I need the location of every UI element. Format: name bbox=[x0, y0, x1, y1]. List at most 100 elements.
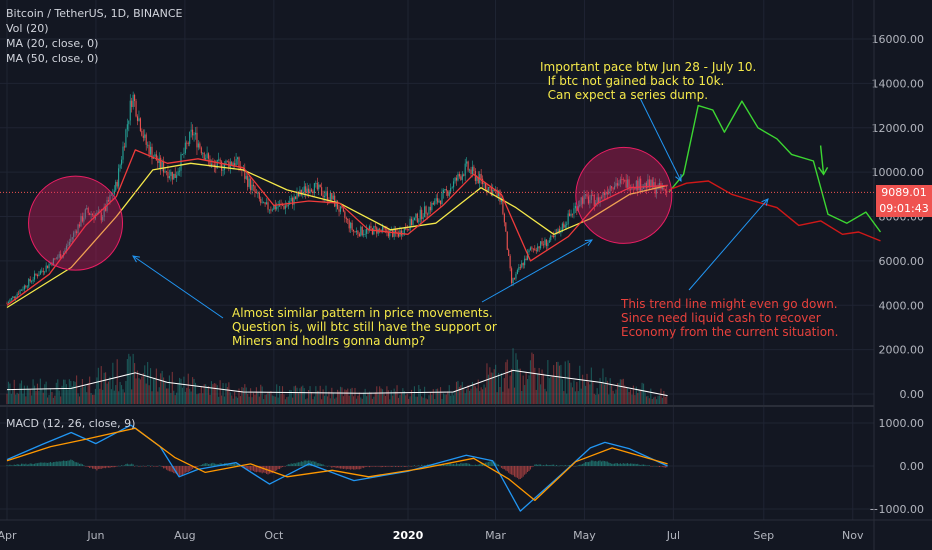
candle-body bbox=[167, 171, 169, 179]
candle-body bbox=[251, 184, 253, 191]
candle-body bbox=[102, 216, 104, 221]
volume-indicator-label[interactable]: Vol (20) bbox=[6, 22, 49, 35]
volume-bar bbox=[547, 360, 549, 404]
candle-body bbox=[316, 182, 318, 190]
volume-bar bbox=[231, 395, 233, 404]
candle-body bbox=[451, 187, 453, 189]
candle-body bbox=[15, 296, 17, 298]
candle-body bbox=[503, 213, 505, 223]
candle-body bbox=[425, 206, 427, 214]
macd-histogram-bar bbox=[42, 462, 44, 466]
volume-bar bbox=[170, 392, 172, 404]
candle-body bbox=[531, 247, 533, 249]
x-tick-label: Jul bbox=[666, 529, 680, 542]
macd-histogram-bar bbox=[155, 466, 157, 467]
price-tick-label: 4000.00 bbox=[879, 299, 925, 312]
volume-bar bbox=[409, 396, 411, 404]
volume-bar bbox=[618, 382, 620, 404]
macd-histogram-bar bbox=[9, 464, 11, 466]
macd-histogram-bar bbox=[160, 465, 162, 467]
volume-bar bbox=[637, 392, 639, 404]
candle-body bbox=[535, 250, 537, 252]
volume-bar bbox=[395, 391, 397, 404]
macd-histogram-bar bbox=[324, 465, 326, 467]
candle-body bbox=[553, 235, 555, 238]
candle-body bbox=[260, 198, 262, 203]
candle-body bbox=[357, 230, 359, 234]
ma50-indicator-label[interactable]: MA (50, close, 0) bbox=[6, 52, 99, 65]
macd-histogram-bar bbox=[585, 462, 587, 466]
candle-body bbox=[187, 143, 189, 145]
volume-bar bbox=[574, 391, 576, 404]
candle-body bbox=[160, 157, 162, 169]
candle-body bbox=[534, 248, 536, 251]
volume-bar bbox=[326, 396, 328, 404]
macd-histogram-bar bbox=[279, 466, 281, 470]
volume-bar bbox=[573, 380, 575, 404]
candle-body bbox=[605, 192, 607, 196]
volume-bar bbox=[41, 388, 43, 404]
macd-histogram-bar bbox=[627, 463, 629, 466]
macd-histogram-bar bbox=[583, 463, 585, 466]
macd-histogram-bar bbox=[289, 464, 291, 466]
volume-bar bbox=[145, 383, 147, 404]
macd-histogram-bar bbox=[647, 465, 649, 466]
volume-bar bbox=[390, 390, 392, 404]
candle-body bbox=[6, 303, 8, 304]
volume-bar bbox=[332, 392, 334, 404]
candle-body bbox=[319, 184, 321, 188]
volume-bar bbox=[86, 392, 88, 404]
macd-histogram-bar bbox=[653, 465, 655, 467]
candle-body bbox=[550, 235, 552, 241]
volume-bar bbox=[551, 376, 553, 404]
macd-histogram-bar bbox=[64, 460, 66, 466]
volume-bar bbox=[244, 384, 246, 404]
volume-bar bbox=[643, 383, 645, 404]
macd-indicator-label[interactable]: MACD (12, 26, close, 9) bbox=[6, 417, 136, 430]
annotation-important-pace[interactable]: Important pace btw Jun 28 - July 10. If … bbox=[540, 60, 757, 102]
symbol-title[interactable]: Bitcoin / TetherUS, 1D, BINANCE bbox=[6, 7, 183, 20]
macd-histogram-bar bbox=[499, 465, 501, 467]
candle-body bbox=[573, 208, 575, 214]
volume-bar bbox=[444, 394, 446, 404]
volume-bar bbox=[651, 398, 653, 404]
candle-body bbox=[52, 258, 54, 266]
macd-histogram-bar bbox=[15, 464, 17, 466]
macd-histogram-bar bbox=[293, 463, 295, 466]
volume-bar bbox=[383, 393, 385, 404]
volume-bar bbox=[638, 390, 640, 404]
macd-histogram-bar bbox=[6, 465, 8, 466]
volume-bar bbox=[221, 395, 223, 404]
candle-body bbox=[142, 135, 144, 138]
candle-body bbox=[324, 195, 326, 198]
candle-body bbox=[173, 173, 175, 180]
volume-bar bbox=[73, 381, 75, 404]
macd-histogram-bar bbox=[392, 466, 394, 467]
volume-bar bbox=[564, 361, 566, 404]
annotation-similar-pattern[interactable]: Almost similar pattern in price movement… bbox=[232, 306, 497, 348]
candle-body bbox=[147, 144, 149, 146]
volume-bar bbox=[577, 391, 579, 404]
candle-body bbox=[499, 190, 501, 202]
candle-body bbox=[186, 142, 188, 144]
candle-body bbox=[498, 190, 500, 197]
volume-bar bbox=[39, 378, 41, 404]
macd-histogram-bar bbox=[295, 463, 297, 466]
volume-bar bbox=[370, 392, 372, 404]
volume-bar bbox=[277, 397, 279, 404]
volume-bar bbox=[416, 396, 418, 404]
volume-bar bbox=[605, 377, 607, 404]
volume-bar bbox=[457, 380, 459, 404]
volume-bar bbox=[128, 353, 130, 404]
volume-bar bbox=[274, 396, 276, 404]
volume-bar bbox=[535, 389, 537, 404]
ma20-indicator-label[interactable]: MA (20, close, 0) bbox=[6, 37, 99, 50]
volume-bar bbox=[569, 363, 571, 404]
volume-bar bbox=[190, 391, 192, 404]
volume-bar bbox=[184, 391, 186, 404]
candle-body bbox=[67, 245, 69, 246]
arrow-to-july-window bbox=[639, 97, 682, 183]
annotation-trend-down[interactable]: This trend line might even go down. Sinc… bbox=[621, 297, 839, 339]
macd-histogram-bar bbox=[545, 464, 547, 466]
candle-body bbox=[277, 206, 279, 208]
